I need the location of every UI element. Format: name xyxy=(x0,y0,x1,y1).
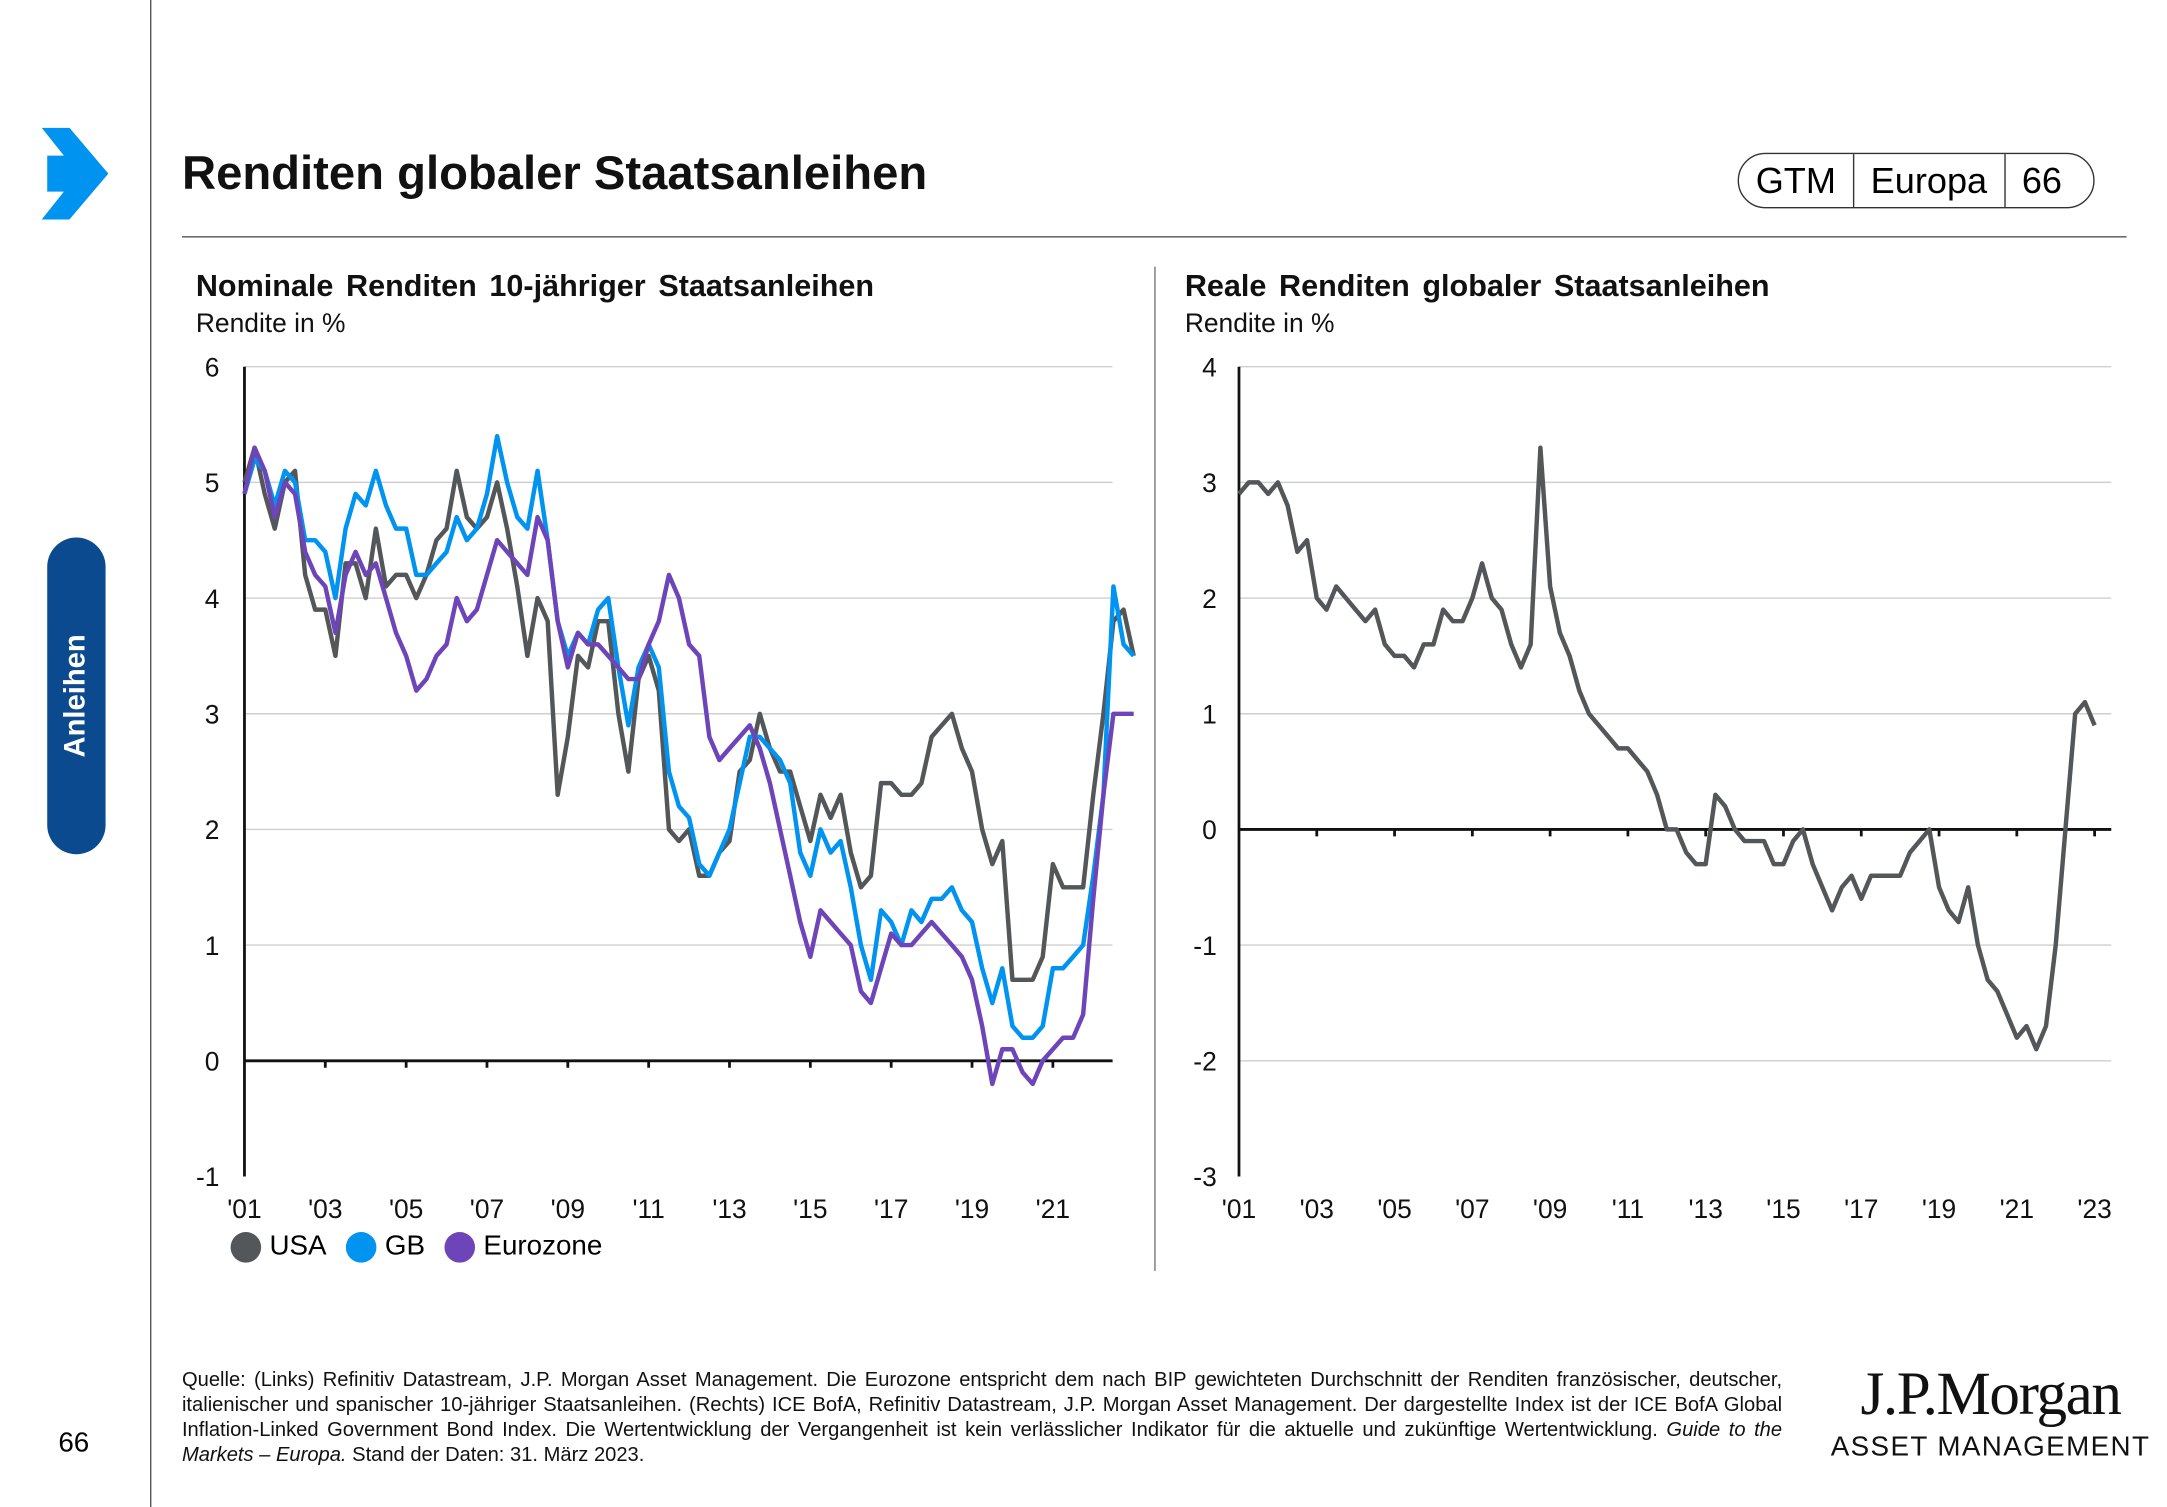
y-tick-label: -2 xyxy=(1193,1047,1216,1077)
x-tick-label: '13 xyxy=(1689,1194,1723,1224)
y-tick-label: 3 xyxy=(205,699,220,729)
x-tick-label: '09 xyxy=(1533,1194,1567,1224)
x-tick-label: '01 xyxy=(1222,1194,1256,1224)
y-tick-label: 2 xyxy=(1202,584,1217,614)
legend-item-eurozone: Eurozone xyxy=(444,1230,603,1263)
x-tick-label: '03 xyxy=(1300,1194,1334,1224)
x-tick-label: '19 xyxy=(955,1194,989,1224)
series-line-gb xyxy=(242,433,1136,1040)
legend-label: Eurozone xyxy=(483,1230,603,1262)
y-tick-label: 1 xyxy=(1202,699,1217,729)
right-chart-ylabel: Rendite in % xyxy=(1184,309,1335,339)
badge-page: 66 xyxy=(2021,159,2063,202)
x-tick-label: '17 xyxy=(1844,1194,1878,1224)
badge-gtm: GTM xyxy=(1739,154,1854,207)
legend-item-usa: USA xyxy=(230,1230,327,1263)
y-tick-label: 0 xyxy=(1202,815,1217,845)
y-tick-label: -1 xyxy=(1193,931,1216,961)
x-tick-label: '21 xyxy=(1036,1194,1070,1224)
logo-subtitle: ASSET MANAGEMENT xyxy=(1830,1432,2151,1463)
legend-marker xyxy=(346,1231,377,1262)
chevron-right-icon xyxy=(41,127,109,220)
y-tick-label: -3 xyxy=(1193,1162,1216,1192)
jpmorgan-logo: J.P.Morgan ASSET MANAGEMENT xyxy=(1831,1358,2151,1464)
y-tick-label: -1 xyxy=(196,1162,219,1192)
footnote-text: Quelle: (Links) Refinitiv Datastream, J.… xyxy=(181,1369,1783,1442)
left-chart-ylabel: Rendite in % xyxy=(195,309,346,339)
x-tick-label: '05 xyxy=(389,1194,423,1224)
header-divider xyxy=(181,236,2127,238)
y-tick-label: 6 xyxy=(205,352,220,382)
x-tick-label: '07 xyxy=(470,1194,504,1224)
chart-legend: USA GB Eurozone xyxy=(230,1230,603,1263)
footnote-italic: Guide to the Markets – Europa. xyxy=(181,1419,1783,1467)
right-chart-title: Reale Renditen globaler Staatsanleihen xyxy=(1184,268,1770,303)
x-tick-label: '15 xyxy=(793,1194,827,1224)
x-tick-label: '01 xyxy=(227,1194,261,1224)
x-tick-label: '07 xyxy=(1455,1194,1489,1224)
legend-marker xyxy=(230,1231,262,1262)
badge-region: Europa xyxy=(1854,154,2006,207)
section-tab-anleihen[interactable]: Anleihen xyxy=(47,537,106,855)
page-number: 66 xyxy=(58,1427,90,1459)
x-tick-label: '17 xyxy=(874,1194,908,1224)
x-tick-label: '05 xyxy=(1377,1194,1411,1224)
gtm-badge: GTM Europa 66 xyxy=(1737,152,2094,209)
x-tick-label: '09 xyxy=(551,1194,585,1224)
y-tick-label: 1 xyxy=(205,931,220,961)
legend-label: GB xyxy=(384,1230,426,1262)
series-line-usa xyxy=(242,445,1136,983)
left-chart-title: Nominale Renditen 10-jähriger Staatsanle… xyxy=(195,268,875,303)
y-tick-label: 4 xyxy=(205,584,220,614)
x-tick-label: '03 xyxy=(308,1194,342,1224)
x-tick-label: '23 xyxy=(2077,1194,2111,1224)
x-tick-label: '11 xyxy=(1612,1194,1644,1224)
legend-item-gb: GB xyxy=(346,1231,425,1263)
footnote: Quelle: (Links) Refinitiv Datastream, J.… xyxy=(182,1368,1782,1468)
x-tick-label: '13 xyxy=(712,1194,746,1224)
legend-marker xyxy=(444,1231,476,1262)
x-tick-label: '21 xyxy=(2000,1194,2034,1224)
footnote-date: Stand der Daten: 31. März 2023. xyxy=(346,1444,645,1467)
y-tick-label: 2 xyxy=(205,815,220,845)
page-title: Renditen globaler Staatsanleihen xyxy=(181,147,928,201)
x-tick-label: '19 xyxy=(1922,1194,1956,1224)
x-tick-label: '15 xyxy=(1766,1194,1800,1224)
series-line-eurozone xyxy=(242,445,1134,1087)
chart-divider xyxy=(1154,266,1156,1271)
sidebar-divider xyxy=(150,0,152,1507)
y-tick-label: 4 xyxy=(1202,352,1217,382)
series-line-real xyxy=(1237,445,2097,1052)
y-tick-label: 5 xyxy=(205,468,220,498)
legend-label: USA xyxy=(269,1230,327,1262)
logo-wordmark: J.P.Morgan xyxy=(1860,1359,2121,1428)
y-tick-label: 3 xyxy=(1202,468,1217,498)
x-tick-label: '11 xyxy=(632,1194,664,1224)
y-tick-label: 0 xyxy=(205,1047,220,1077)
